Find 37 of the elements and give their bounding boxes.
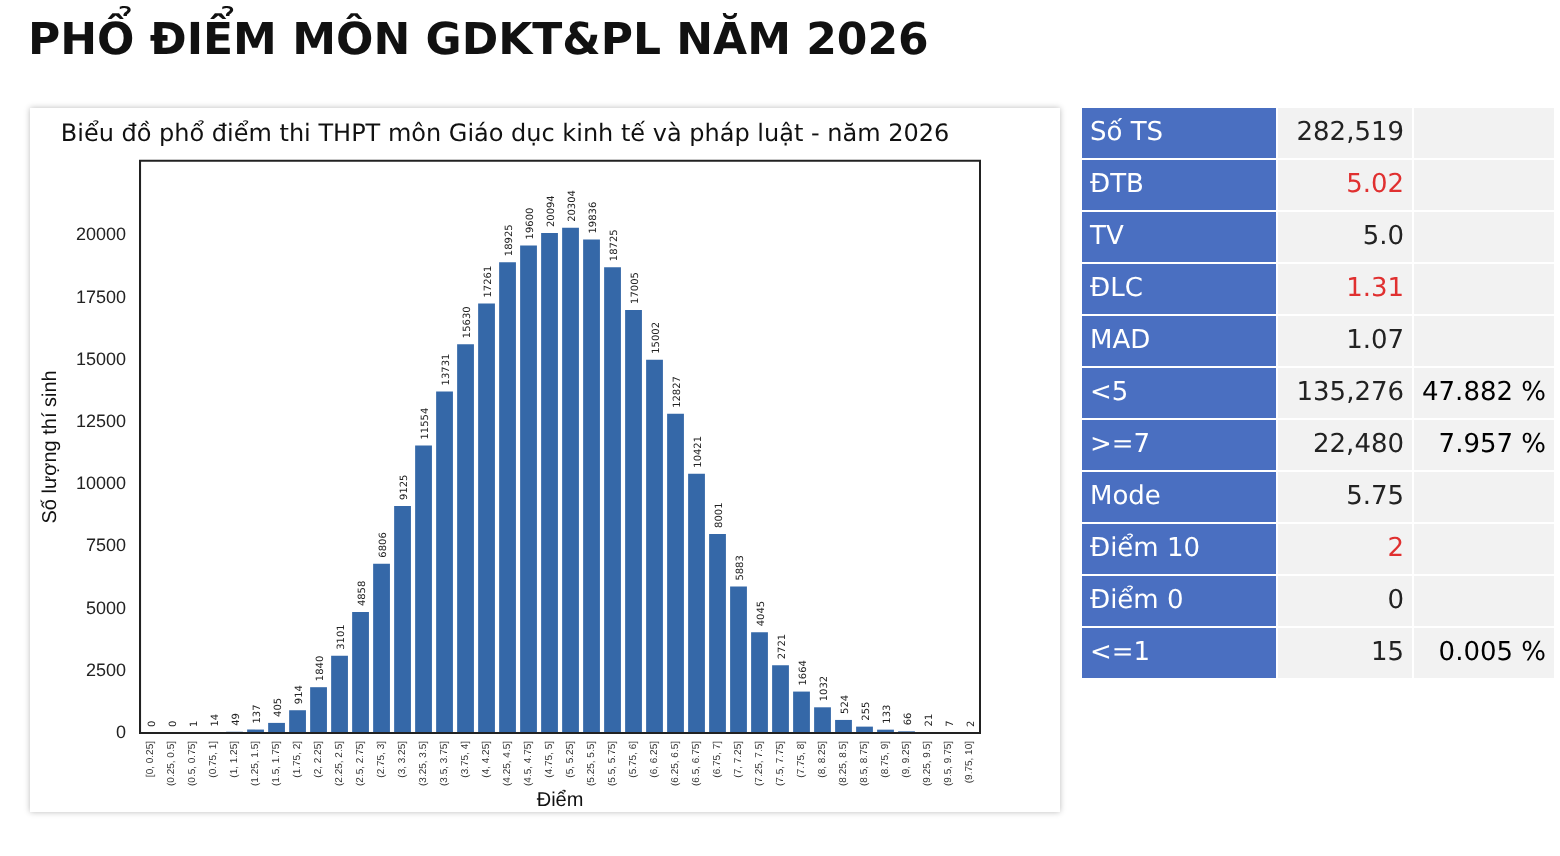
y-tick-label: 0: [116, 721, 127, 742]
y-tick-label: 2500: [85, 659, 127, 680]
y-tick-label: 7500: [85, 535, 127, 556]
text: 5.02: [1346, 170, 1405, 200]
y-tick-label: 12500: [75, 410, 127, 431]
text: 0.005 %: [1438, 638, 1546, 668]
category-label: Điểm 0: [1090, 586, 1184, 616]
text: 15: [1370, 638, 1405, 668]
y-tick-label: 15000: [75, 348, 127, 369]
text: 22,480: [1313, 430, 1405, 460]
chart-subtitle: Biểu đồ phổ điểm thi THPT môn Giáo dục kinh tế và pháp luật - năm 2026: [60, 118, 950, 147]
y-tick-label: 20000: [75, 224, 127, 245]
category-label: Điểm 10: [1090, 534, 1201, 564]
y-axis-title: Số lượng thí sinh: [39, 370, 62, 524]
text: 7.957 %: [1438, 430, 1546, 460]
text: 0: [1387, 586, 1405, 616]
category-label: TV: [1090, 222, 1124, 252]
category-label: ĐLC: [1090, 274, 1143, 304]
text: 2: [1387, 534, 1405, 564]
text: 5.75: [1346, 482, 1405, 512]
category-label: <=1: [1090, 638, 1151, 668]
y-tick-label: 5000: [85, 597, 127, 618]
category-label: ĐTB: [1090, 170, 1144, 200]
text: 135,276: [1296, 378, 1405, 408]
category-label: >=7: [1090, 430, 1151, 460]
category-label: MAD: [1090, 326, 1151, 356]
text: 47.882 %: [1422, 378, 1546, 408]
category-label: Số TS: [1090, 118, 1164, 148]
y-tick-label: 17500: [75, 286, 127, 307]
text: 1.07: [1346, 326, 1405, 356]
category-label: Mode: [1090, 482, 1161, 512]
text: 1.31: [1346, 274, 1405, 304]
category-label: <5: [1090, 378, 1129, 408]
text: 5.0: [1362, 222, 1405, 252]
y-tick-label: 10000: [75, 473, 127, 494]
x-axis-title: Điểm: [536, 787, 584, 812]
text: 282,519: [1296, 118, 1405, 148]
